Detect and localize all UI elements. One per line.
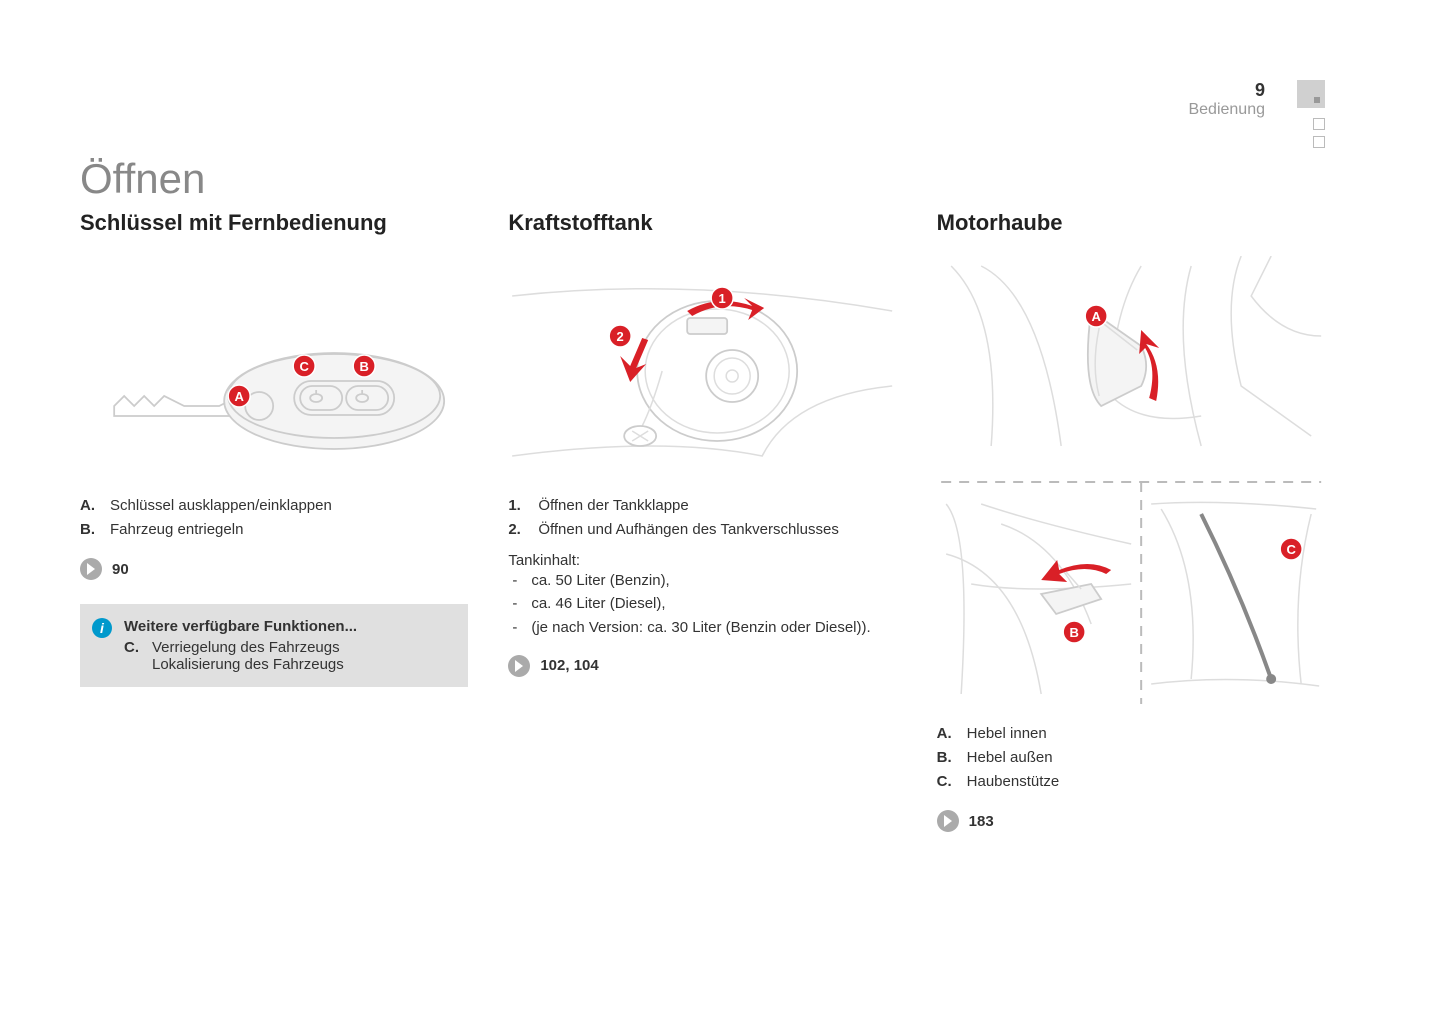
tank-info-item: ca. 46 Liter (Diesel), (508, 592, 896, 615)
page-ref-text: 102, 104 (540, 657, 598, 674)
tank-info-lead: Tankinhalt: (508, 552, 896, 569)
illustration-hood-a: A (937, 256, 1325, 456)
page-reference: 90 (80, 558, 468, 580)
heading-hood: Motorhaube (937, 210, 1325, 236)
legend-item: A. Hebel innen (937, 722, 1325, 746)
info-title: Weitere verfügbare Funktionen... (124, 618, 454, 635)
legend-item: 1. Öffnen der Tankklappe (508, 494, 896, 518)
info-item-line: Lokalisierung des Fahrzeugs (152, 656, 344, 673)
content-columns: Schlüssel mit Fernbedienung A (80, 210, 1325, 832)
page-ref-text: 90 (112, 561, 129, 578)
tank-info-item: ca. 50 Liter (Benzin), (508, 569, 896, 592)
column-fuel: Kraftstofftank (508, 210, 896, 832)
page-title: Öffnen (80, 155, 205, 203)
info-item-label: C. (124, 639, 152, 673)
page-header: 9 Bedienung (1188, 80, 1265, 119)
page-ref-text: 183 (969, 813, 994, 830)
legend-item: C. Haubenstütze (937, 770, 1325, 794)
tank-info-item: (je nach Version: ca. 30 Liter (Benzin o… (508, 616, 896, 639)
tank-info: Tankinhalt: ca. 50 Liter (Benzin), ca. 4… (508, 552, 896, 639)
info-icon: i (92, 618, 112, 638)
legend-item: A. Schlüssel ausklappen/einklappen (80, 494, 468, 518)
legend-text: Schlüssel ausklappen/einklappen (110, 494, 332, 518)
legend-label: B. (80, 518, 110, 542)
svg-text:B: B (1069, 625, 1078, 640)
svg-text:B: B (359, 359, 368, 374)
column-hood: Motorhaube A (937, 210, 1325, 832)
svg-text:C: C (1286, 542, 1296, 557)
page-ref-icon (937, 810, 959, 832)
info-box: i Weitere verfügbare Funktionen... C. Ve… (80, 604, 468, 687)
svg-text:1: 1 (719, 291, 726, 306)
svg-text:A: A (234, 389, 244, 404)
legend-label: A. (937, 722, 967, 746)
illustration-fuel: 1 2 (508, 256, 896, 476)
illustration-key: A C B (80, 256, 468, 476)
heading-fuel: Kraftstofftank (508, 210, 896, 236)
info-item-line: Verriegelung des Fahrzeugs (152, 639, 344, 656)
legend-label: A. (80, 494, 110, 518)
legend-label: 1. (508, 494, 538, 518)
legend-key: A. Schlüssel ausklappen/einklappen B. Fa… (80, 494, 468, 542)
legend-hood: A. Hebel innen B. Hebel außen C. Haubens… (937, 722, 1325, 794)
legend-label: B. (937, 746, 967, 770)
page-reference: 183 (937, 810, 1325, 832)
legend-text: Haubenstütze (967, 770, 1060, 794)
page-reference: 102, 104 (508, 655, 896, 677)
legend-label: C. (937, 770, 967, 794)
legend-text: Hebel innen (967, 722, 1047, 746)
svg-text:C: C (299, 359, 309, 374)
page-ref-icon (80, 558, 102, 580)
page-ref-icon (508, 655, 530, 677)
legend-text: Fahrzeug entriegeln (110, 518, 243, 542)
heading-key: Schlüssel mit Fernbedienung (80, 210, 468, 236)
legend-text: Öffnen und Aufhängen des Tankverschlusse… (538, 518, 839, 542)
legend-item: B. Fahrzeug entriegeln (80, 518, 468, 542)
svg-text:A: A (1091, 309, 1101, 324)
page-number: 9 (1188, 80, 1265, 101)
column-key: Schlüssel mit Fernbedienung A (80, 210, 468, 832)
svg-text:2: 2 (617, 329, 624, 344)
legend-item: B. Hebel außen (937, 746, 1325, 770)
legend-label: 2. (508, 518, 538, 542)
illustration-hood-bc: B C (937, 474, 1325, 704)
section-name: Bedienung (1188, 101, 1265, 119)
legend-item: 2. Öffnen und Aufhängen des Tankverschlu… (508, 518, 896, 542)
legend-text: Hebel außen (967, 746, 1053, 770)
legend-text: Öffnen der Tankklappe (538, 494, 688, 518)
legend-fuel: 1. Öffnen der Tankklappe 2. Öffnen und A… (508, 494, 896, 542)
